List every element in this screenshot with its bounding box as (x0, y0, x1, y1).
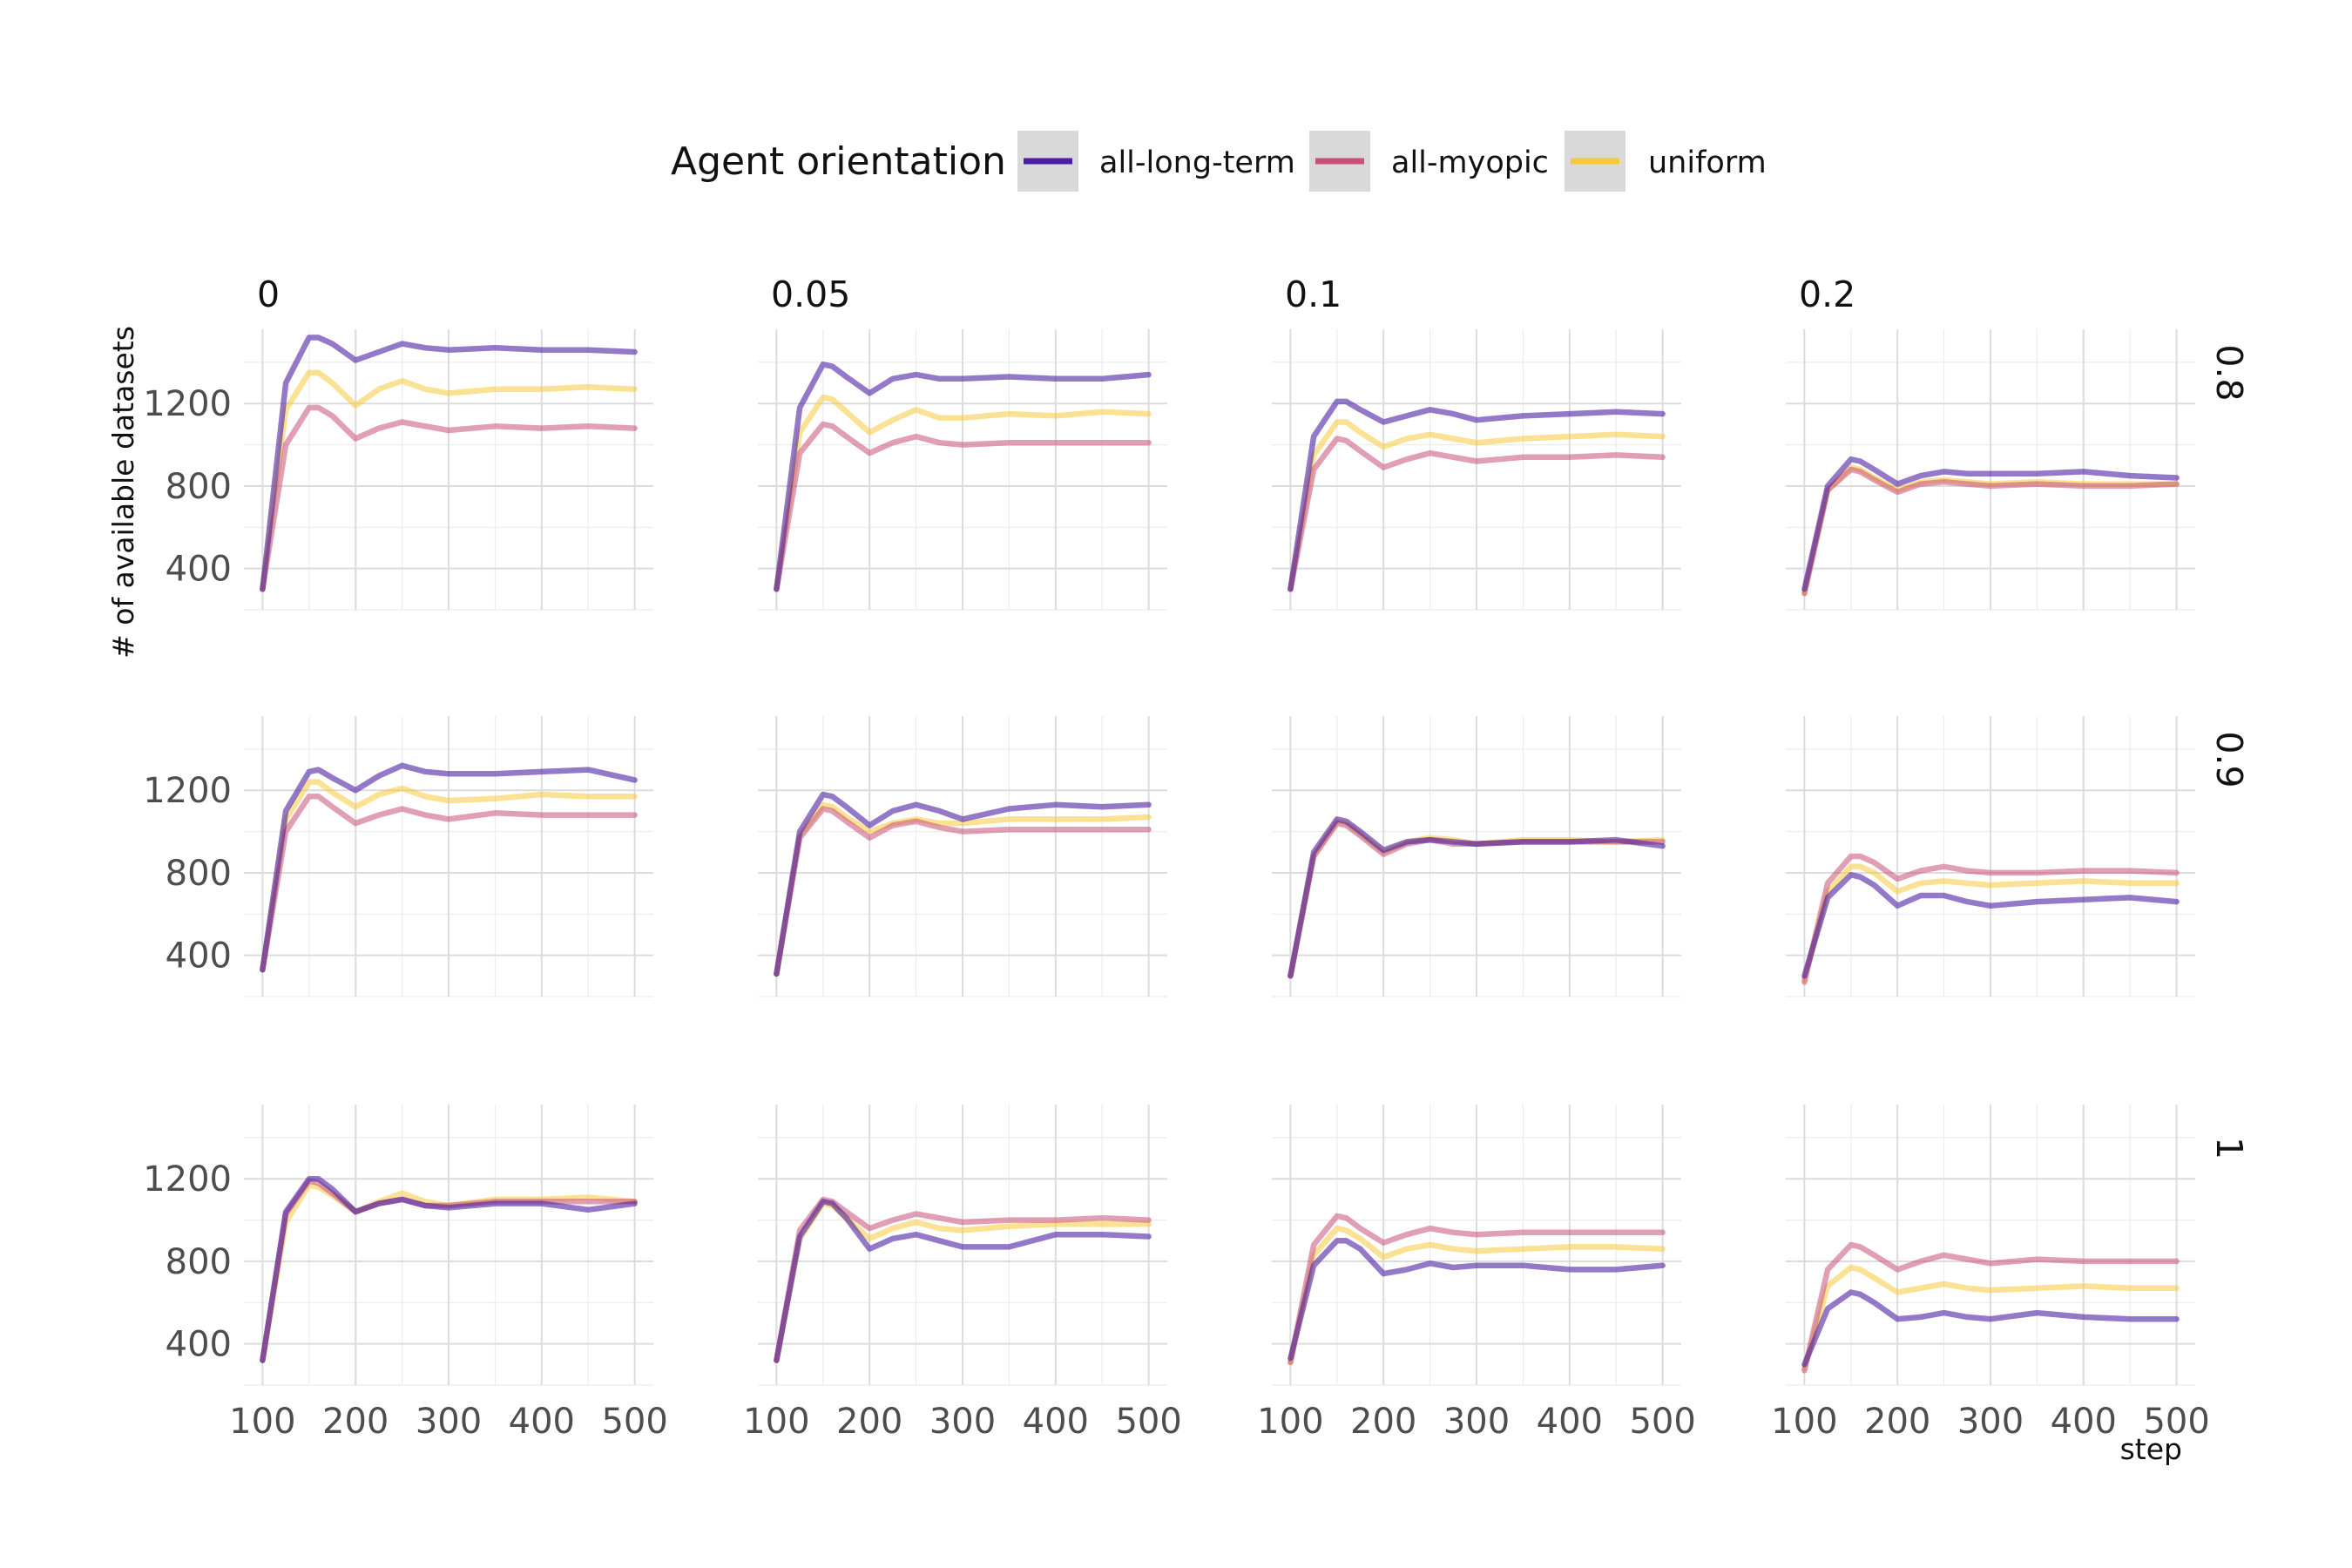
x-tick-label: 200 (1350, 1402, 1416, 1442)
series-line-all-long-term (774, 362, 1152, 592)
legend-label-uniform: uniform (1648, 145, 1767, 180)
series-line-all-long-term (1801, 456, 2180, 592)
row-strip-1: 1 (2208, 1137, 2250, 1159)
column-strip-0-05: 0.05 (771, 274, 850, 315)
x-tick-label: 100 (229, 1402, 295, 1442)
x-tick-label: 100 (743, 1402, 809, 1442)
x-tick-label: 500 (1115, 1402, 1181, 1442)
y-tick-label: 400 (166, 1325, 232, 1365)
panel-row-1-col-0-2: 100 200 300 400 500 (1771, 1105, 2210, 1442)
series-line-all-long-term (1288, 1238, 1666, 1362)
panel-row-0-9-col-0-05 (758, 716, 1167, 997)
x-tick-label: 100 (1257, 1402, 1323, 1442)
panel-row-0-9-col-0: 400 800 1200 (143, 716, 653, 997)
series-line-uniform (774, 394, 1152, 592)
x-tick-label: 400 (1023, 1402, 1089, 1442)
x-tick-label: 400 (509, 1402, 575, 1442)
panel-row-1-col-0-1: 100 200 300 400 500 (1257, 1105, 1696, 1442)
y-axis-title: # of available datasets (106, 326, 140, 659)
x-tick-label: 200 (1864, 1402, 1930, 1442)
y-tick-label: 400 (166, 936, 232, 977)
series-line-all-myopic (260, 404, 638, 592)
series-line-all-myopic (1801, 853, 2180, 985)
y-tick-label: 800 (166, 467, 232, 507)
x-axis-title: step (2120, 1432, 2182, 1466)
x-tick-label: 400 (1537, 1402, 1603, 1442)
series-line-uniform (1801, 863, 2180, 983)
panel-row-0-8-col-0: 400 800 1200 (143, 329, 653, 611)
series-line-uniform (1288, 1225, 1666, 1366)
row-strip-0-9: 0.9 (2208, 731, 2250, 787)
x-tick-label: 400 (2051, 1402, 2117, 1442)
series-line-all-long-term (1288, 816, 1666, 979)
legend-title: Agent orientation (671, 139, 1006, 184)
series-line-all-myopic (1288, 436, 1666, 592)
x-tick-label: 500 (601, 1402, 667, 1442)
facet-strips: 0 0.05 0.1 0.2 0.8 0.9 1 (257, 274, 2250, 1159)
panel-row-0-9-col-0-2 (1786, 716, 2195, 997)
legend-label-all-long-term: all-long-term (1099, 145, 1295, 180)
series-line-all-long-term (774, 791, 1152, 977)
series-line-all-long-term (1288, 398, 1666, 592)
series-line-all-myopic (774, 806, 1152, 977)
legend-label-all-myopic: all-myopic (1391, 145, 1549, 180)
x-tick-label: 300 (1957, 1402, 2024, 1442)
series-line-uniform (1288, 419, 1666, 592)
series-line-all-myopic (1288, 1213, 1666, 1366)
y-tick-label: 400 (166, 550, 232, 590)
series-line-uniform (1801, 1264, 2180, 1372)
series-line-all-myopic (774, 421, 1152, 592)
series-line-all-long-term (260, 762, 638, 973)
panel-row-0-8-col-0-05 (758, 329, 1167, 611)
x-tick-label: 500 (2143, 1402, 2209, 1442)
x-tick-label: 500 (1629, 1402, 1695, 1442)
x-tick-label: 300 (416, 1402, 482, 1442)
series-line-all-long-term (1801, 872, 2180, 979)
x-tick-label: 300 (1443, 1402, 1510, 1442)
series-line-all-long-term (774, 1199, 1152, 1363)
series-line-all-long-term (260, 335, 638, 592)
panel-row-0-8-col-0-1 (1272, 329, 1681, 611)
series-line-all-myopic (1801, 466, 2180, 597)
panel-row-1-col-0-05: 100 200 300 400 500 (743, 1105, 1182, 1442)
column-strip-0-1: 0.1 (1285, 274, 1342, 315)
column-strip-0: 0 (257, 274, 280, 315)
legend-item-all-myopic: all-myopic (1309, 131, 1549, 192)
y-tick-label: 1200 (143, 1159, 232, 1200)
x-tick-label: 300 (929, 1402, 996, 1442)
series-line-all-myopic (260, 794, 638, 973)
y-tick-label: 1200 (143, 384, 232, 424)
y-tick-label: 1200 (143, 771, 232, 811)
y-tick-label: 800 (166, 1242, 232, 1282)
series-line-uniform (260, 779, 638, 973)
legend: Agent orientation all-long-term all-myopi… (671, 131, 1767, 192)
x-tick-label: 200 (836, 1402, 902, 1442)
legend-item-all-long-term: all-long-term (1017, 131, 1295, 192)
series-line-uniform (260, 369, 638, 592)
x-tick-label: 200 (322, 1402, 389, 1442)
series-line-all-long-term (260, 1175, 638, 1363)
panel-row-1-col-0: 400 800 1200 100 200 300 400 500 (143, 1105, 668, 1442)
panel-row-0-9-col-0-1 (1272, 716, 1681, 997)
legend-item-uniform: uniform (1565, 131, 1767, 192)
legend-items: all-long-term all-myopic uniform (1017, 131, 1767, 192)
series-line-all-long-term (1801, 1289, 2180, 1368)
column-strip-0-2: 0.2 (1799, 274, 1855, 315)
series-line-all-myopic (1801, 1241, 2180, 1374)
x-tick-label: 100 (1771, 1402, 1837, 1442)
panel-row-0-8-col-0-2 (1786, 329, 2195, 611)
y-tick-label: 800 (166, 854, 232, 894)
row-strip-0-8: 0.8 (2208, 344, 2250, 401)
